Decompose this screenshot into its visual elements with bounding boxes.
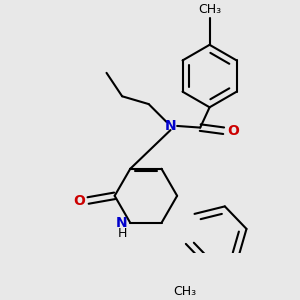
Text: CH₃: CH₃	[198, 3, 221, 16]
Text: CH₃: CH₃	[174, 285, 197, 298]
Text: N: N	[116, 216, 127, 230]
Text: O: O	[73, 194, 85, 208]
Text: H: H	[118, 227, 127, 240]
Text: N: N	[165, 119, 176, 133]
Text: O: O	[227, 124, 239, 138]
